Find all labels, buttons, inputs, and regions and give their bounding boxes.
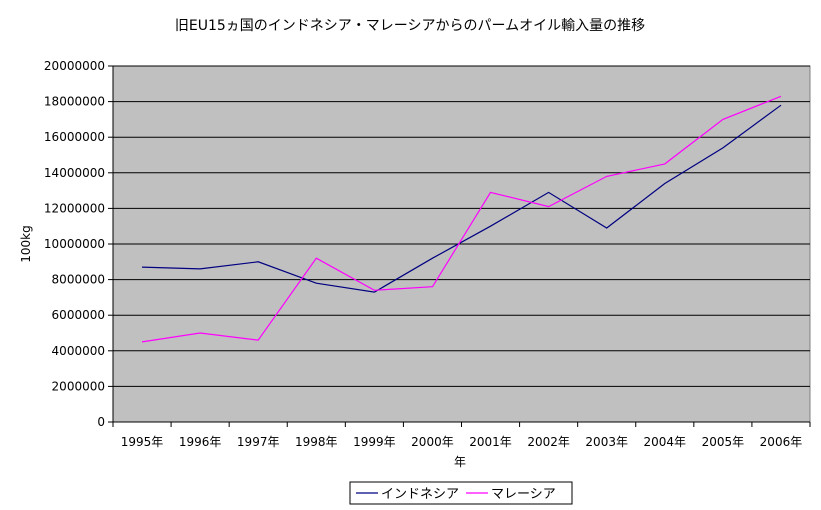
grid-lines: [113, 65, 810, 387]
y-tick-label: 14000000: [44, 166, 105, 180]
x-tick-label: 1998年: [295, 435, 338, 449]
legend-label-indonesia: インドネシア: [381, 487, 459, 502]
series-line-indonesia: [141, 104, 782, 293]
chart-title: 旧EU15ヵ国のインドネシア・マレーシアからのパームオイル輸入量の推移: [175, 18, 645, 34]
x-tick-label: 2003年: [585, 435, 628, 449]
x-tick-label: 2002年: [527, 435, 570, 449]
y-tick-label: 16000000: [44, 130, 105, 144]
x-tick-label: 2005年: [702, 435, 745, 449]
series-line-malaysia: [141, 95, 782, 343]
y-tick-label: 2000000: [52, 379, 105, 393]
x-axis-ticks: 1995年 1996年 1997年 1998年 1999年 2000年 2001年 2002年…: [112, 422, 811, 449]
legend-box: [349, 481, 573, 505]
x-tick-label: 2001年: [469, 435, 512, 449]
x-tick-label: 2004年: [644, 435, 687, 449]
y-tick-label: 0: [97, 415, 105, 429]
y-tick-label: 8000000: [52, 273, 105, 287]
y-tick-label: 20000000: [44, 59, 105, 73]
x-tick-label: 1996年: [179, 435, 222, 449]
x-tick-label: 2006年: [760, 435, 803, 449]
legend-label-malaysia: マレーシア: [491, 487, 556, 502]
series-lines: [141, 95, 782, 343]
x-tick-label: 2000年: [411, 435, 454, 449]
x-tick-label: 1999年: [353, 435, 396, 449]
y-tick-label: 12000000: [44, 201, 105, 215]
y-tick-label: 4000000: [52, 344, 105, 358]
legend: インドネシア マレーシア: [349, 481, 573, 505]
x-tick-label: 1997年: [237, 435, 280, 449]
y-tick-label: 6000000: [52, 308, 105, 322]
x-tick-label: 1995年: [121, 435, 164, 449]
y-axis-label: 100kg: [19, 225, 33, 262]
x-axis-label: 年: [454, 455, 466, 469]
y-tick-label: 10000000: [44, 237, 105, 251]
y-axis-ticks: 0 2000000 4000000 6000000 8000000 10000000 120…: [44, 59, 113, 429]
y-tick-label: 18000000: [44, 95, 105, 109]
